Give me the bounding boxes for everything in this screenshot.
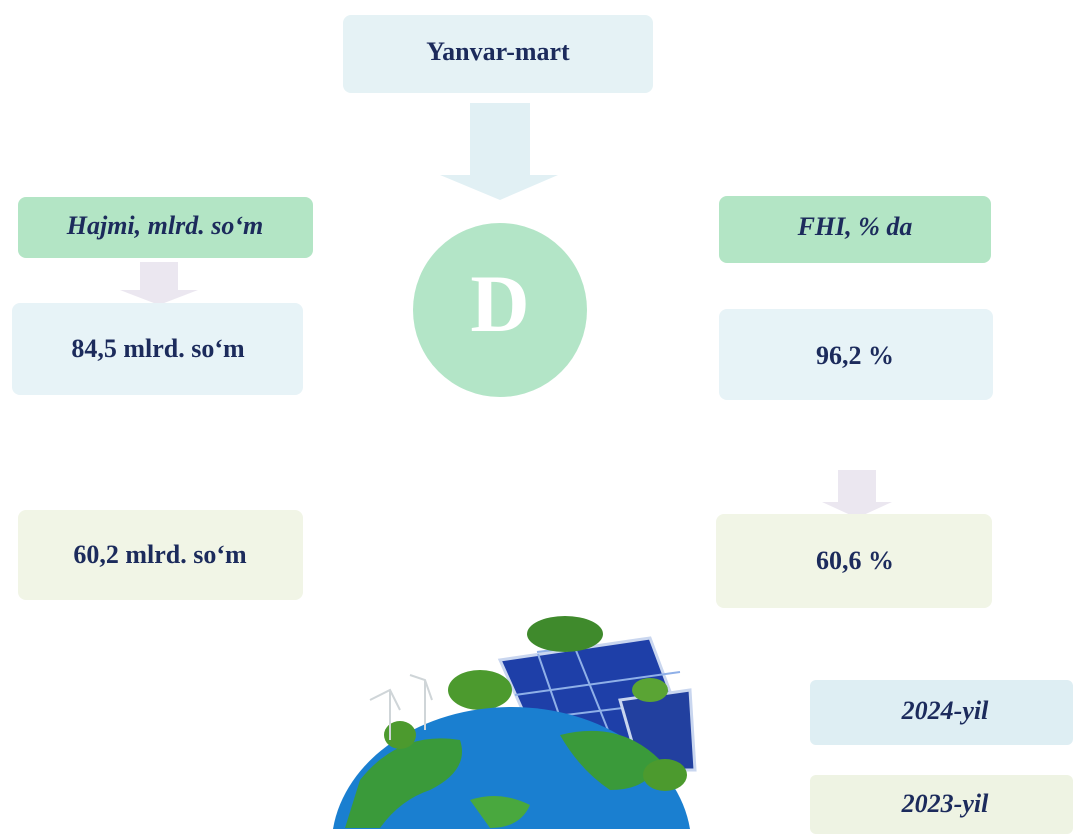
header-title: Yanvar-mart [426, 37, 570, 66]
small-arrow [822, 470, 892, 518]
left-label: Hajmi, mlrd. so‘m [66, 211, 263, 240]
emblem-letter: D [470, 258, 529, 349]
header-box [343, 15, 653, 93]
left-2024-box [12, 303, 303, 395]
left-2024-value: 84,5 mlrd. so‘m [71, 334, 245, 363]
left-2023-value: 60,2 mlrd. so‘m [73, 540, 247, 569]
right-2023-value: 60,6 % [816, 546, 894, 575]
globe-illustration [333, 616, 697, 829]
legend-2024-box [810, 680, 1073, 745]
legend-2023: 2023-yil [901, 789, 989, 818]
right-2023-box [716, 514, 992, 608]
legend-2024: 2024-yil [901, 696, 989, 725]
left-label-box [18, 197, 313, 258]
right-2024-box [719, 309, 993, 400]
left-2023-box [18, 510, 303, 600]
right-label-box [719, 196, 991, 263]
right-label: FHI, % da [797, 212, 913, 241]
legend-2023-box [810, 775, 1073, 834]
emblem-circle [413, 223, 587, 397]
right-2024-value: 96,2 % [816, 341, 894, 370]
small-arrow [120, 262, 198, 305]
down-arrow [440, 103, 558, 200]
